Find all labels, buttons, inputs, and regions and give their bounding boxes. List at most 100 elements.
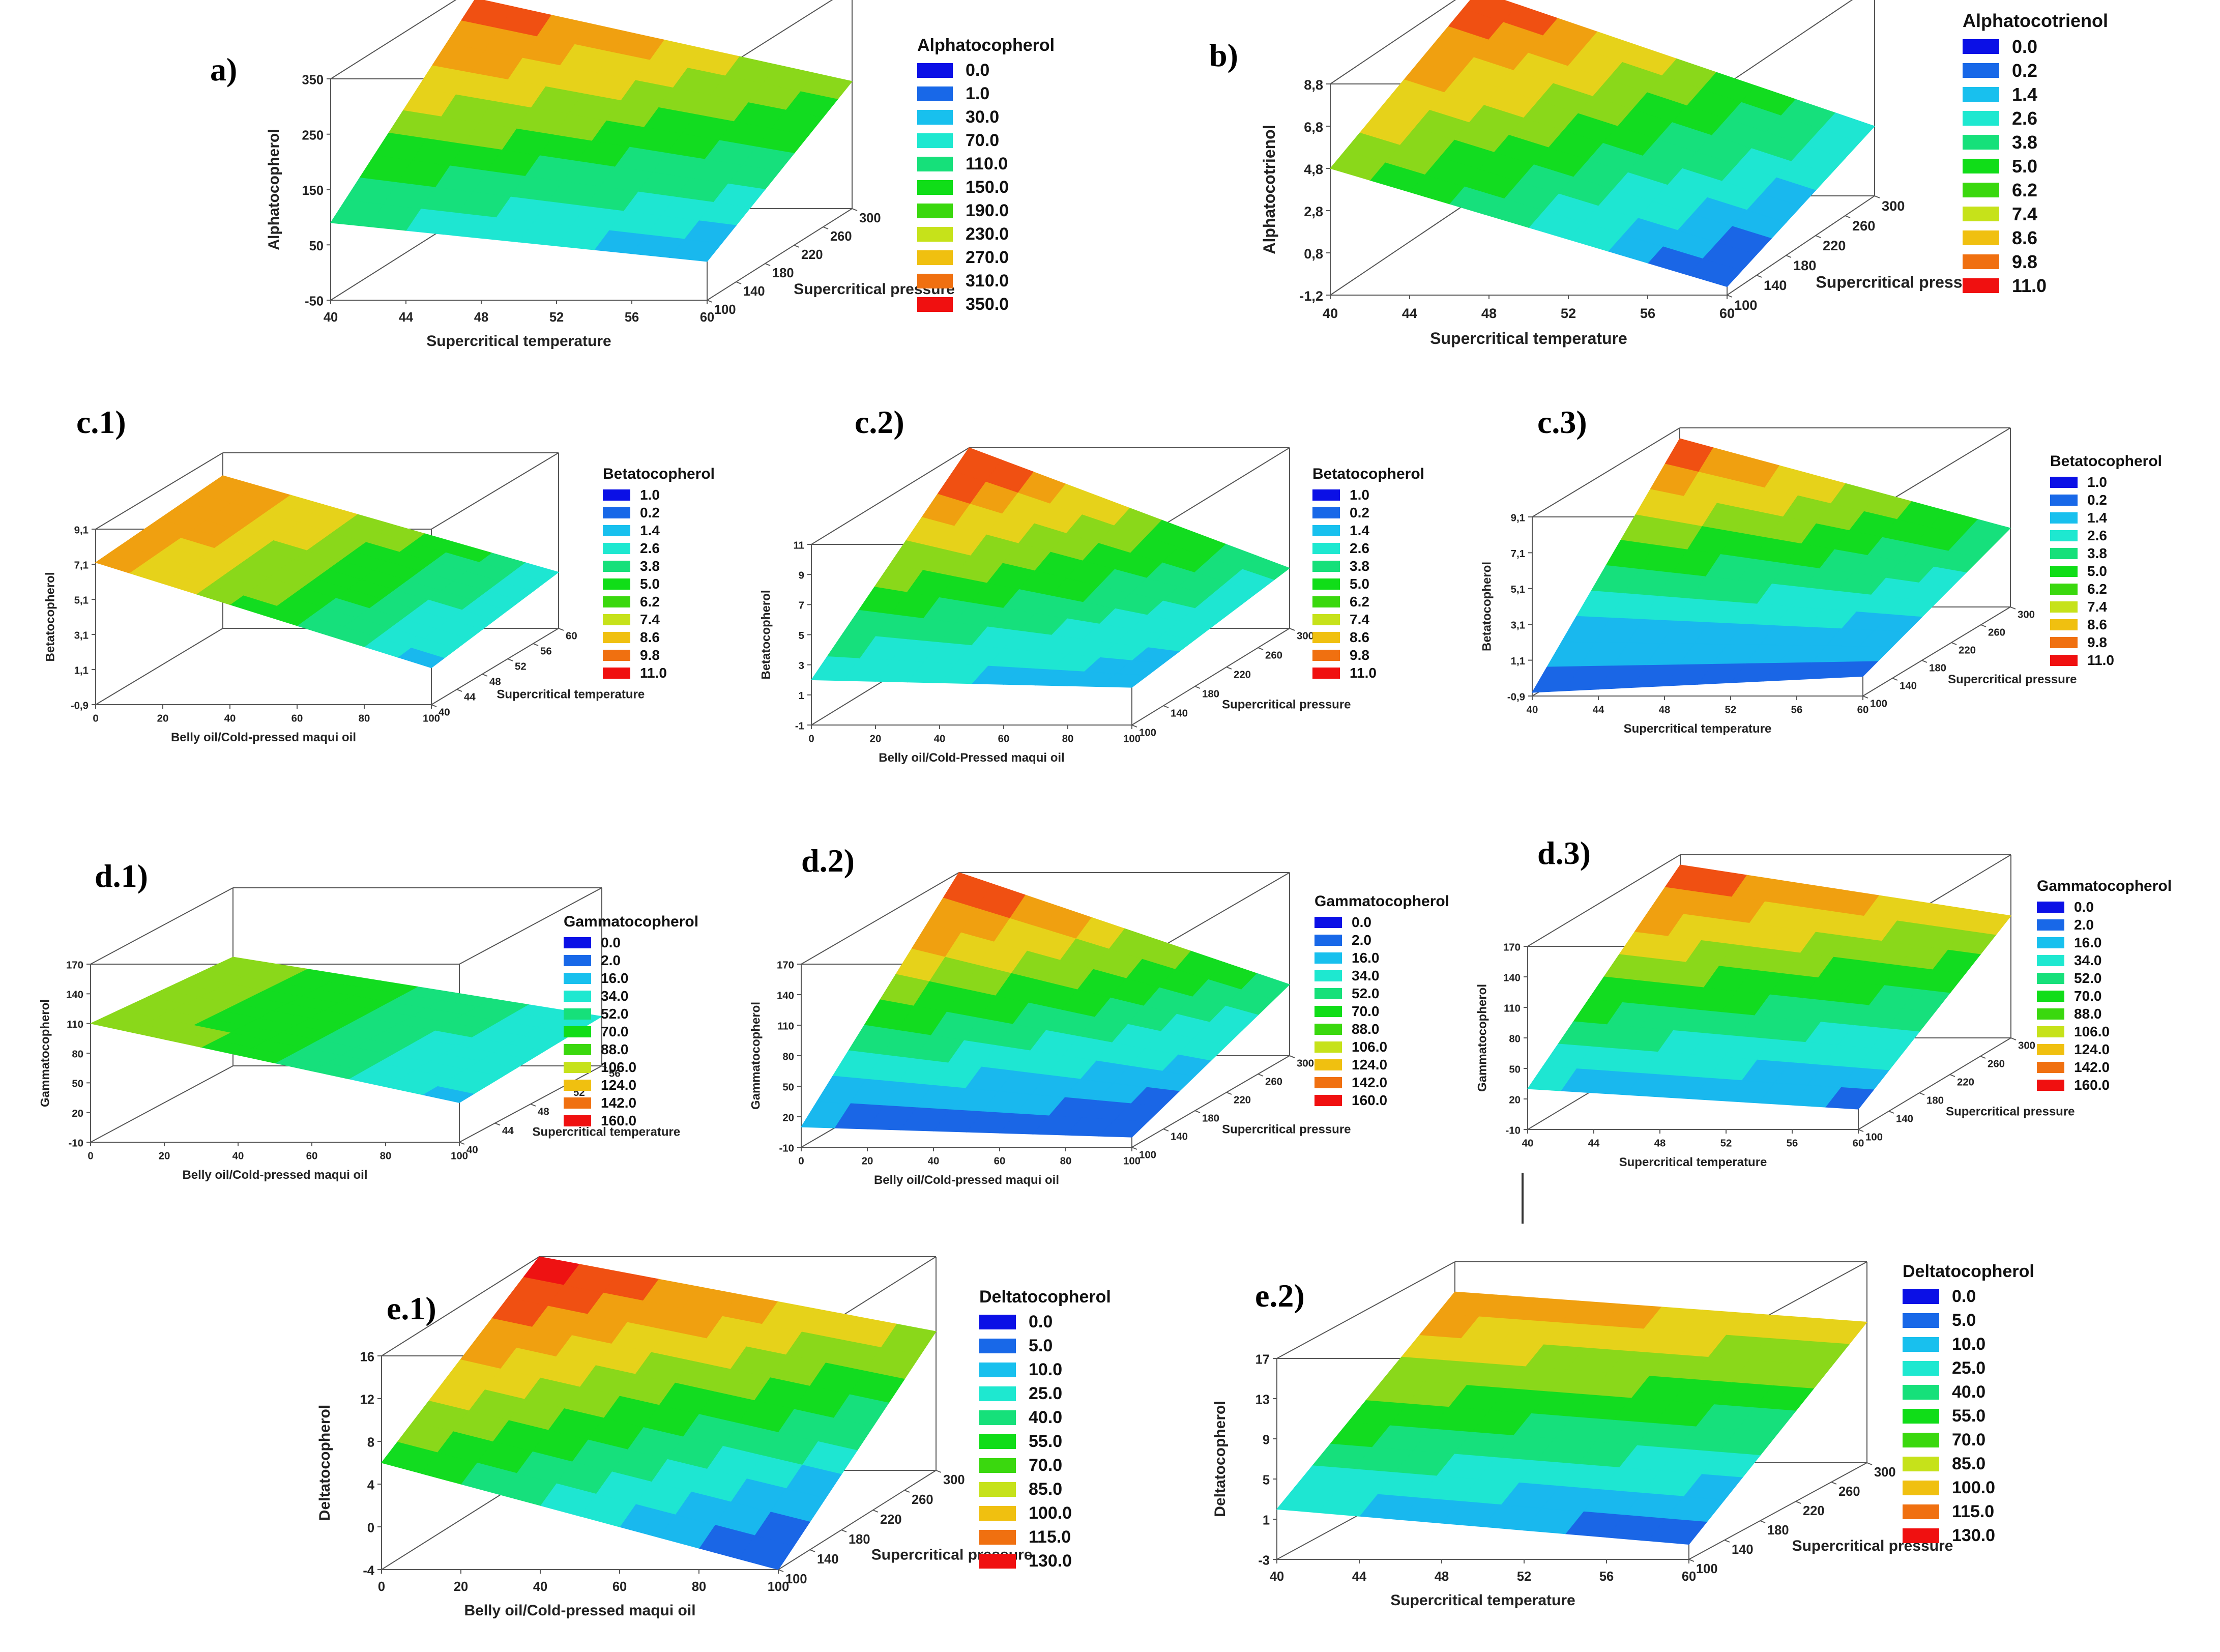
z-tick-label: 1: [799, 690, 804, 702]
x-tick-label: 80: [1062, 734, 1074, 745]
z-tick-label: 8,8: [1304, 77, 1323, 93]
z-tick-label: 4: [367, 1479, 375, 1493]
legend-swatch: [603, 667, 630, 679]
z-tick-label: 110: [67, 1019, 83, 1030]
y-tick-label: 100: [1139, 1150, 1156, 1161]
y-tick: [1866, 1462, 1873, 1465]
z-tick-label: -0,9: [71, 700, 89, 711]
legend-swatch: [603, 525, 630, 536]
y-axis-title: Supercritical pressure: [1816, 273, 1988, 292]
surface-cell: [1527, 1066, 1577, 1091]
legend-entry: 5.0: [979, 1334, 1111, 1358]
y-tick-label: 260: [1988, 627, 2005, 639]
y-tick-label: 40: [439, 707, 450, 718]
surface-panel-3: -0,91,13,15,17,19,10 20 40 60 80 100404448525…: [43, 452, 645, 744]
y-axis-title: Supercritical temperature: [496, 687, 645, 701]
legend-swatch: [2037, 1026, 2064, 1037]
legend-d1: Gammatocopherol 0.0 2.0 16.0 34.0 52.0 70.0 88.…: [564, 913, 698, 1129]
legend-value: 70.0: [1952, 1430, 1986, 1450]
y-tick: [1845, 215, 1851, 218]
panel-label-c2: c.2): [855, 404, 904, 440]
x-tick-label: 60: [1682, 1570, 1696, 1584]
legend-value: 88.0: [601, 1041, 629, 1057]
legend-value: 55.0: [1029, 1432, 1063, 1451]
x-tick-label: 52: [1517, 1570, 1531, 1584]
legend-value: 230.0: [966, 224, 1009, 244]
legend-swatch: [2050, 476, 2078, 488]
y-tick: [1289, 1055, 1295, 1058]
y-tick: [1888, 1111, 1894, 1114]
z-tick-label: 5,1: [1511, 584, 1525, 595]
panel-label-e1: e.1): [387, 1290, 436, 1326]
legend-entry: 5.0: [1903, 1309, 2034, 1332]
legend-swatch: [1312, 525, 1340, 536]
z-tick-label: 9,1: [74, 525, 89, 536]
legend-value: 7.4: [2087, 598, 2107, 615]
legend-entry: 6.2: [1963, 178, 2108, 202]
legend-value: 16.0: [601, 970, 629, 986]
box-edge: [431, 452, 559, 530]
y-tick: [2010, 606, 2016, 610]
y-tick-label: 300: [943, 1473, 965, 1487]
legend-value: 40.0: [1029, 1408, 1063, 1427]
y-axis-line: [431, 628, 559, 705]
x-tick-label: 20: [870, 734, 882, 745]
x-axis-title: Supercritical temperature: [426, 333, 611, 350]
legend-swatch: [1312, 489, 1340, 501]
legend-swatch: [564, 1061, 591, 1073]
legend-entry: 0.0: [1963, 35, 2108, 59]
x-tick-label: 80: [359, 713, 370, 724]
surface-cell: [330, 200, 384, 227]
x-tick-label: 60: [1857, 705, 1869, 716]
legend-value: 5.0: [1952, 1311, 1976, 1330]
z-tick-label: 170: [777, 960, 794, 971]
y-tick-label: 140: [1900, 681, 1917, 692]
legend-value: 5.0: [2012, 155, 2038, 177]
z-tick-label: -50: [305, 295, 324, 309]
legend-entry: 5.0: [2050, 562, 2162, 580]
y-tick-label: 300: [1297, 1058, 1314, 1069]
x-tick-label: 20: [862, 1156, 873, 1167]
z-tick-label: 80: [1509, 1033, 1521, 1045]
x-tick-label: 0: [87, 1151, 93, 1162]
y-tick: [1862, 695, 1868, 699]
x-tick-label: 60: [612, 1580, 627, 1594]
legend-value: 16.0: [1352, 949, 1380, 966]
legend-entry: 8.6: [1963, 226, 2108, 250]
legend-swatch: [2037, 990, 2064, 1002]
legend-value: 1.4: [640, 522, 660, 538]
y-tick-label: 60: [566, 631, 577, 642]
panel-label-c3: c.3): [1537, 404, 1587, 440]
legend-value: 1.4: [2087, 509, 2107, 526]
legend-entry: 124.0: [2037, 1040, 2172, 1058]
y-tick: [1258, 1074, 1264, 1077]
x-tick-label: 60: [998, 734, 1010, 745]
y-tick: [1226, 666, 1232, 670]
surface-cell: [800, 1101, 851, 1128]
legend-entry: 52.0: [564, 1005, 698, 1023]
y-tick: [431, 704, 437, 707]
box-edge: [1276, 1261, 1455, 1359]
legend-value: 150.0: [966, 177, 1009, 197]
z-axis-title: Gammatocopherol: [1475, 984, 1489, 1092]
y-tick: [1921, 660, 1927, 663]
legend-entry: 0.2: [603, 504, 715, 521]
z-tick-label: 0: [367, 1521, 374, 1535]
z-tick-label: 2,8: [1304, 204, 1323, 219]
z-tick-label: -0,9: [1507, 691, 1525, 703]
x-tick-label: 0: [798, 1156, 804, 1167]
x-tick-label: 20: [157, 713, 169, 724]
z-axis-title: Alphatocopherol: [266, 129, 282, 250]
x-tick-label: 56: [1640, 305, 1655, 321]
y-tick-label: 100: [1696, 1562, 1718, 1576]
x-tick-label: 100: [451, 1151, 468, 1162]
y-tick-label: 100: [1734, 297, 1757, 313]
legend-swatch: [564, 1079, 591, 1091]
z-tick-label: 7,1: [1511, 548, 1525, 560]
y-axis-line: [1131, 1055, 1290, 1148]
legend-swatch: [2050, 547, 2078, 559]
x-tick-label: 44: [1588, 1138, 1600, 1149]
